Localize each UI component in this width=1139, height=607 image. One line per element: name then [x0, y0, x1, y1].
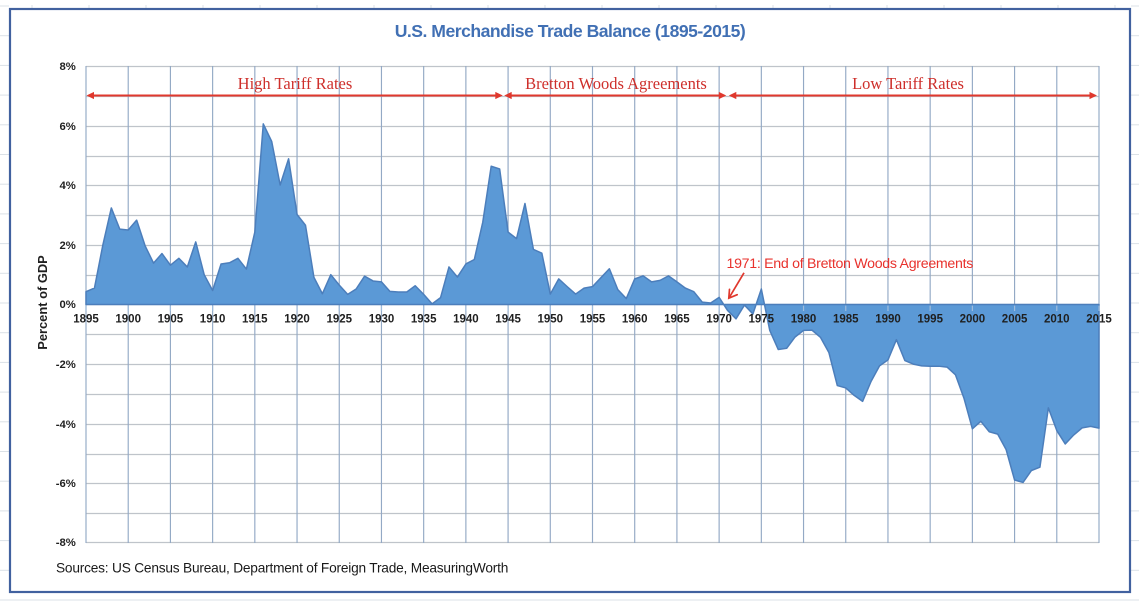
svg-text:1920: 1920: [284, 314, 310, 326]
svg-text:1910: 1910: [200, 314, 226, 326]
svg-text:1915: 1915: [242, 314, 268, 326]
svg-text:1990: 1990: [875, 314, 901, 326]
svg-text:Sources: US Census Bureau, Dep: Sources: US Census Bureau, Department of…: [56, 561, 508, 576]
svg-text:2010: 2010: [1044, 314, 1070, 326]
svg-text:1955: 1955: [580, 314, 606, 326]
svg-text:Low Tariff Rates: Low Tariff Rates: [852, 74, 964, 93]
svg-text:1905: 1905: [158, 314, 184, 326]
svg-text:2005: 2005: [1002, 314, 1028, 326]
svg-text:1985: 1985: [833, 314, 859, 326]
svg-text:1895: 1895: [73, 314, 99, 326]
svg-text:-8%: -8%: [56, 537, 76, 549]
svg-text:1980: 1980: [791, 314, 817, 326]
svg-text:6%: 6%: [59, 121, 75, 133]
svg-text:1935: 1935: [411, 314, 437, 326]
svg-text:1950: 1950: [538, 314, 564, 326]
svg-text:2015: 2015: [1086, 314, 1112, 326]
svg-text:1965: 1965: [664, 314, 690, 326]
svg-text:1960: 1960: [622, 314, 648, 326]
svg-text:0%: 0%: [59, 299, 75, 311]
svg-text:1975: 1975: [749, 314, 775, 326]
svg-text:2%: 2%: [59, 240, 75, 252]
svg-text:U.S. Merchandise Trade Balance: U.S. Merchandise Trade Balance (1895-201…: [395, 21, 746, 41]
svg-text:High Tariff Rates: High Tariff Rates: [238, 74, 353, 93]
svg-text:-4%: -4%: [56, 419, 76, 431]
svg-text:Bretton Woods Agreements: Bretton Woods Agreements: [525, 74, 707, 93]
svg-text:1970: 1970: [706, 314, 732, 326]
svg-text:2000: 2000: [960, 314, 986, 326]
svg-text:Percent of GDP: Percent of GDP: [35, 255, 50, 350]
svg-text:1995: 1995: [917, 314, 943, 326]
svg-text:4%: 4%: [59, 180, 75, 192]
svg-text:1945: 1945: [495, 314, 521, 326]
svg-text:1940: 1940: [453, 314, 479, 326]
svg-text:-2%: -2%: [56, 359, 76, 371]
svg-text:8%: 8%: [59, 61, 75, 73]
svg-text:-6%: -6%: [56, 478, 76, 490]
svg-text:1930: 1930: [369, 314, 395, 326]
svg-text:1900: 1900: [115, 314, 141, 326]
svg-text:1925: 1925: [327, 314, 353, 326]
svg-text:1971: End of Bretton Woods Agr: 1971: End of Bretton Woods Agreements: [727, 256, 974, 272]
